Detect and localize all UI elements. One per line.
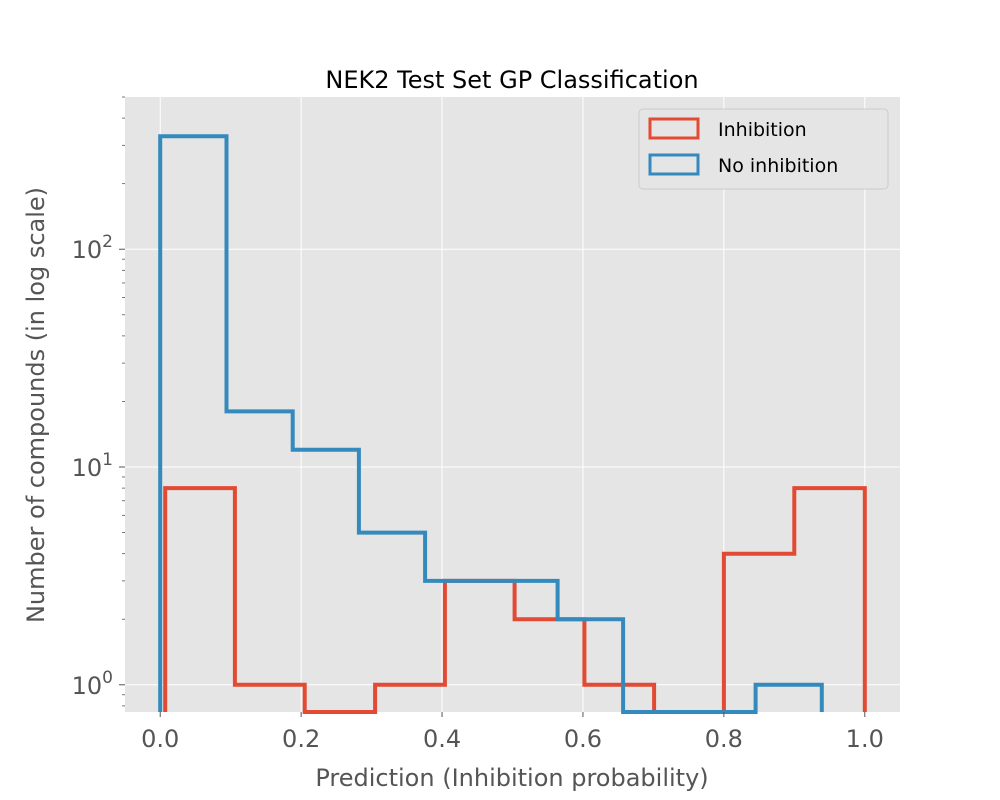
x-tick-label: 0.4 xyxy=(423,725,461,753)
legend-swatch-no-inhibition xyxy=(648,153,700,176)
y-axis-label: Number of compounds (in log scale) xyxy=(22,187,50,623)
x-tick-label: 0.2 xyxy=(282,725,320,753)
series-layer xyxy=(158,134,867,714)
x-tick-label: 0.6 xyxy=(564,725,602,753)
y-tick-label: 100 xyxy=(72,668,113,700)
plot-area xyxy=(125,97,900,712)
legend-label-inhibition: Inhibition xyxy=(718,119,807,141)
legend: Inhibition No inhibition xyxy=(638,108,889,190)
x-tick-label: 0.8 xyxy=(705,725,743,753)
histogram-series-no-inhibition xyxy=(158,134,824,714)
legend-swatch-inhibition xyxy=(648,117,700,140)
legend-label-no-inhibition: No inhibition xyxy=(718,155,838,177)
y-tick-label: 101 xyxy=(72,450,113,482)
histogram-series-inhibition xyxy=(163,486,867,714)
x-tick-label: 1.0 xyxy=(846,725,884,753)
legend-box xyxy=(638,108,889,190)
y-tick-label: 102 xyxy=(72,232,113,264)
y-axis-ticks: 100 101 102 xyxy=(72,96,125,707)
x-axis-label: Prediction (Inhibition probability) xyxy=(315,764,708,792)
x-axis-ticks: 0.0 0.2 0.4 0.6 0.8 1.0 xyxy=(141,712,884,753)
chart-title: NEK2 Test Set GP Classification xyxy=(325,66,698,94)
x-tick-label: 0.0 xyxy=(141,725,179,753)
